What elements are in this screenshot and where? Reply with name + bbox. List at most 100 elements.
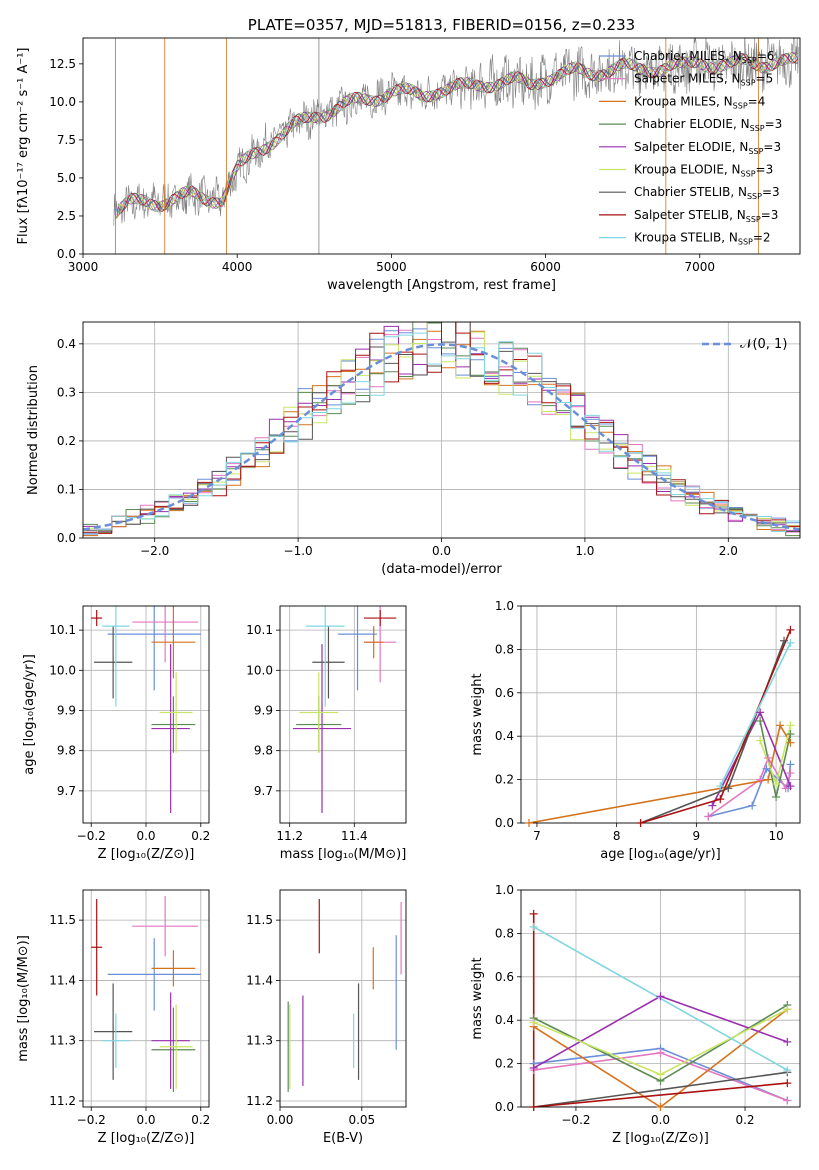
model-spectrum-9 (119, 53, 799, 214)
axes-frame (82, 605, 210, 824)
x-tick-label: 11.4 (341, 829, 368, 843)
weight-line-8 (532, 913, 788, 1107)
x-tick-label: 0.0 (432, 544, 451, 558)
y-tick-label: 5.0 (57, 171, 76, 185)
legend-entry: Chabrier ELODIE, NSSP=3 (634, 117, 782, 133)
y-tick-label: 9.7 (254, 784, 273, 798)
y-tick-label: 9.9 (57, 703, 76, 717)
x-tick-label: 0.2 (191, 829, 210, 843)
plot-area (83, 606, 209, 823)
y-tick-label: 2.5 (57, 209, 76, 223)
x-tick-label: 7 (533, 829, 541, 843)
y-tick-label: 1.0 (495, 599, 514, 613)
x-tick-label: 9 (693, 829, 701, 843)
chart-spectrum: 3000 4000 5000 6000 7000 0.0 2.5 5.0 7.5 10.0 12.5… (16, 16, 801, 293)
x-axis-label: mass [log₁₀(M/M⊙)] (280, 847, 407, 862)
plot-area (113, 38, 799, 254)
y-tick-label: 0.8 (495, 642, 514, 656)
x-tick-label: 0.0 (651, 1113, 670, 1127)
y-tick-label: 11.5 (246, 913, 273, 927)
weight-line-3 (528, 723, 792, 823)
weight-line-9 (719, 642, 792, 787)
x-tick-label: 7000 (685, 260, 716, 274)
x-tick-label: −2.0 (140, 544, 169, 558)
chart-title: PLATE=0357, MJD=51813, FIBERID=0156, z=0… (248, 16, 635, 34)
x-axis-label: Z [log₁₀(Z/Z⊙)] (98, 1131, 195, 1146)
y-tick-label: 0.0 (495, 816, 514, 830)
axes-frame (279, 605, 407, 824)
model-spectrum-6 (117, 52, 798, 209)
x-tick-label: 0.0 (136, 829, 155, 843)
x-axis-label: age [log₁₀(age/yr)] (600, 847, 721, 862)
x-tick-label: 3000 (68, 260, 99, 274)
weight-line-3 (533, 1008, 788, 1107)
weight-line-7 (533, 1071, 788, 1107)
x-tick-label: −0.2 (561, 1113, 590, 1127)
x-tick-label: 10 (768, 829, 783, 843)
y-tick-label: 11.4 (49, 973, 76, 987)
legend-entry: Salpeter STELIB, NSSP=3 (634, 208, 778, 224)
x-tick-label: 0.05 (348, 1113, 375, 1127)
legend-entry: Salpeter MILES, NSSP=5 (634, 72, 773, 88)
y-tick-label: 0.6 (495, 970, 514, 984)
y-tick-label: 11.2 (49, 1094, 76, 1108)
y-tick-label: 11.4 (246, 973, 273, 987)
x-tick-label: 0.2 (735, 1113, 754, 1127)
y-tick-label: 10.0 (49, 95, 76, 109)
legend-entry: Chabrier MILES, NSSP=6 (634, 49, 774, 65)
y-tick-label: 12.5 (49, 57, 76, 71)
legend-entry: Kroupa STELIB, NSSP=2 (634, 231, 771, 247)
x-tick-label: 0.2 (191, 1113, 210, 1127)
y-tick-label: 0.1 (57, 482, 76, 496)
legend-entry: Kroupa MILES, NSSP=4 (634, 94, 765, 110)
axes-frame (82, 37, 801, 255)
y-axis-label: Normed distribution (26, 365, 41, 495)
residual-histogram-9 (83, 332, 800, 535)
y-tick-label: 0.0 (57, 531, 76, 545)
y-tick-label: 11.5 (49, 913, 76, 927)
y-tick-label: 9.7 (57, 784, 76, 798)
y-tick-label: 0.0 (57, 247, 76, 261)
y-tick-label: 0.2 (495, 773, 514, 787)
y-tick-label: 9.8 (254, 744, 273, 758)
legend-entry: Chabrier STELIB, NSSP=3 (634, 185, 780, 201)
plot-area (280, 606, 406, 823)
axes-frame (82, 321, 801, 539)
legend-entry: Salpeter ELODIE, NSSP=3 (634, 140, 781, 156)
chart-residuals: −2.0 −1.0 0.0 1.0 2.0 0.0 0.1 0.2 0.3 0.4 (data-mo… (26, 321, 801, 577)
y-tick-label: 10.0 (246, 663, 273, 677)
x-tick-label: 0.0 (136, 1113, 155, 1127)
y-tick-label: 0.2 (57, 434, 76, 448)
x-axis-label: wavelength [Angstrom, rest frame] (327, 278, 556, 293)
normal-curve (83, 343, 800, 531)
axes-frame (520, 605, 801, 824)
x-tick-label: 5000 (376, 260, 407, 274)
plot-area (521, 606, 800, 823)
x-tick-label: 2.0 (719, 544, 738, 558)
y-axis-label: mass weight (470, 957, 485, 1039)
x-axis-label: (data-model)/error (381, 562, 502, 577)
residual-histogram-8 (83, 322, 800, 534)
y-tick-label: 11.3 (246, 1034, 273, 1048)
chart-massweight_vs_age: 7 8 9 10 0.0 0.2 0.4 0.6 0.8 1.0 age [log₁₀(age/yr… (470, 599, 801, 862)
y-tick-label: 0.2 (495, 1057, 514, 1071)
y-tick-label: 11.2 (246, 1094, 273, 1108)
x-tick-label: 1.0 (575, 544, 594, 558)
axes-frame (279, 889, 407, 1108)
y-tick-label: 1.0 (495, 883, 514, 897)
plot-area (280, 890, 406, 1107)
x-axis-label: Z [log₁₀(Z/Z⊙)] (612, 1131, 709, 1146)
legend: Chabrier MILES, NSSP=6 Salpeter MILES, NS… (599, 49, 782, 247)
y-tick-label: 0.8 (495, 926, 514, 940)
y-tick-label: 0.4 (495, 1013, 514, 1027)
legend-entry: Kroupa ELODIE, NSSP=3 (634, 163, 773, 179)
y-tick-label: 0.6 (495, 686, 514, 700)
y-tick-label: 10.1 (246, 623, 273, 637)
x-axis-label: Z [log₁₀(Z/Z⊙)] (98, 847, 195, 862)
plot-area (83, 322, 800, 538)
chart-age_vs_Z: −0.2 0.0 0.2 9.7 9.8 9.9 10.0 10.1 Z [log₁₀(Z/Z⊙… (22, 605, 210, 862)
axes-frame (82, 889, 210, 1108)
y-axis-label: mass [log₁₀(M/M⊙)] (16, 935, 31, 1062)
y-tick-label: 10.1 (49, 623, 76, 637)
x-tick-label: 4000 (222, 260, 253, 274)
